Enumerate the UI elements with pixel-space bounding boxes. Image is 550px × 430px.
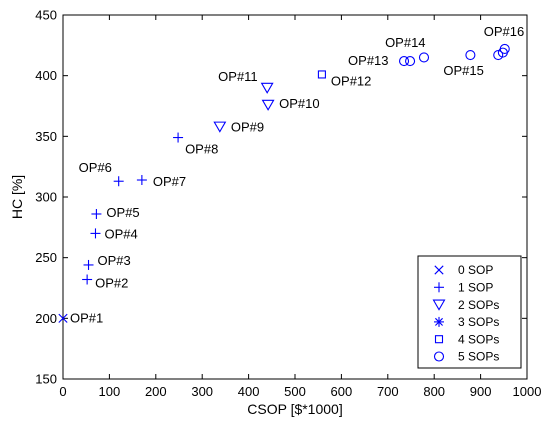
data-point [493, 49, 504, 61]
point-label: OP#10 [279, 96, 319, 111]
data-point [83, 259, 94, 270]
legend-label: 3 SOPs [458, 315, 499, 329]
point-label: OP#13 [348, 53, 388, 68]
point-label: OP#12 [331, 73, 371, 88]
data-point [213, 121, 227, 133]
data-point [82, 274, 93, 285]
point-label: OP#15 [443, 63, 483, 78]
x-tick-label: 800 [423, 384, 445, 399]
x-tick-label: 700 [377, 384, 399, 399]
legend-label: 0 SOP [458, 263, 493, 277]
point-label: OP#8 [185, 142, 218, 157]
x-axis: 0 100 200 300 400 500 600 700 800 900 1000 [59, 15, 541, 399]
x-tick-label: 100 [99, 384, 121, 399]
data-point [418, 52, 430, 63]
legend-marker [433, 351, 445, 362]
y-axis: 150 200 250 300 350 400 450 [35, 8, 527, 387]
data-point [113, 176, 124, 187]
y-axis-label: HC [%] [9, 175, 25, 219]
point-label: OP#3 [98, 253, 131, 268]
y-tick-label: 450 [35, 8, 57, 23]
data-point [260, 82, 274, 94]
data-point [58, 313, 68, 323]
x-tick-label: 200 [145, 384, 167, 399]
point-label: OP#4 [104, 226, 137, 241]
x-tick-label: 600 [331, 384, 353, 399]
point-label: OP#5 [106, 205, 139, 220]
data-point [173, 132, 184, 143]
legend: 0 SOP 1 SOP 2 SOPs 3 SOPs 4 SOPs 5 SOPs [417, 255, 522, 369]
point-label: OP#6 [79, 160, 112, 175]
point-labels: OP#1 OP#2 OP#3 OP#4 OP#5 OP#6 OP#7 OP#8 OP#9 OP#1… [70, 24, 524, 325]
x-tick-label: 400 [238, 384, 260, 399]
legend-marker [432, 299, 446, 311]
legend-box [417, 255, 522, 369]
x-tick-label: 300 [191, 384, 213, 399]
point-label: OP#16 [484, 24, 524, 39]
data-point [499, 43, 510, 55]
legend-label: 2 SOPs [458, 298, 499, 312]
legend-label: 1 SOP [458, 281, 493, 295]
data-point [136, 175, 147, 186]
x-tick-label: 500 [284, 384, 306, 399]
x-tick-label: 0 [59, 384, 66, 399]
legend-marker [434, 335, 444, 344]
legend-label: 4 SOPs [458, 332, 499, 346]
data-point [317, 70, 326, 79]
x-tick-label: 900 [470, 384, 492, 399]
legend-label: 5 SOPs [458, 350, 499, 364]
point-label: OP#7 [153, 174, 186, 189]
y-tick-label: 250 [35, 250, 57, 265]
data-point [405, 56, 416, 67]
y-tick-label: 400 [35, 68, 57, 83]
y-tick-label: 150 [35, 372, 57, 387]
y-tick-label: 200 [35, 311, 57, 326]
legend-marker [434, 265, 444, 275]
data-points [58, 43, 510, 323]
y-tick-label: 350 [35, 129, 57, 144]
point-label: OP#9 [231, 120, 264, 135]
data-point [261, 99, 275, 111]
legend-marker [434, 282, 444, 293]
legend-marker [434, 316, 444, 327]
point-label: OP#11 [218, 69, 258, 84]
data-point [91, 208, 102, 219]
point-label: OP#2 [95, 276, 128, 291]
point-label: OP#14 [385, 35, 425, 50]
point-label: OP#1 [70, 310, 103, 325]
data-point [90, 228, 101, 239]
data-point [398, 56, 410, 67]
data-point [465, 49, 476, 61]
y-tick-label: 300 [35, 190, 57, 205]
x-tick-label: 1000 [513, 384, 542, 399]
x-axis-label: CSOP [$*1000] [247, 401, 342, 417]
